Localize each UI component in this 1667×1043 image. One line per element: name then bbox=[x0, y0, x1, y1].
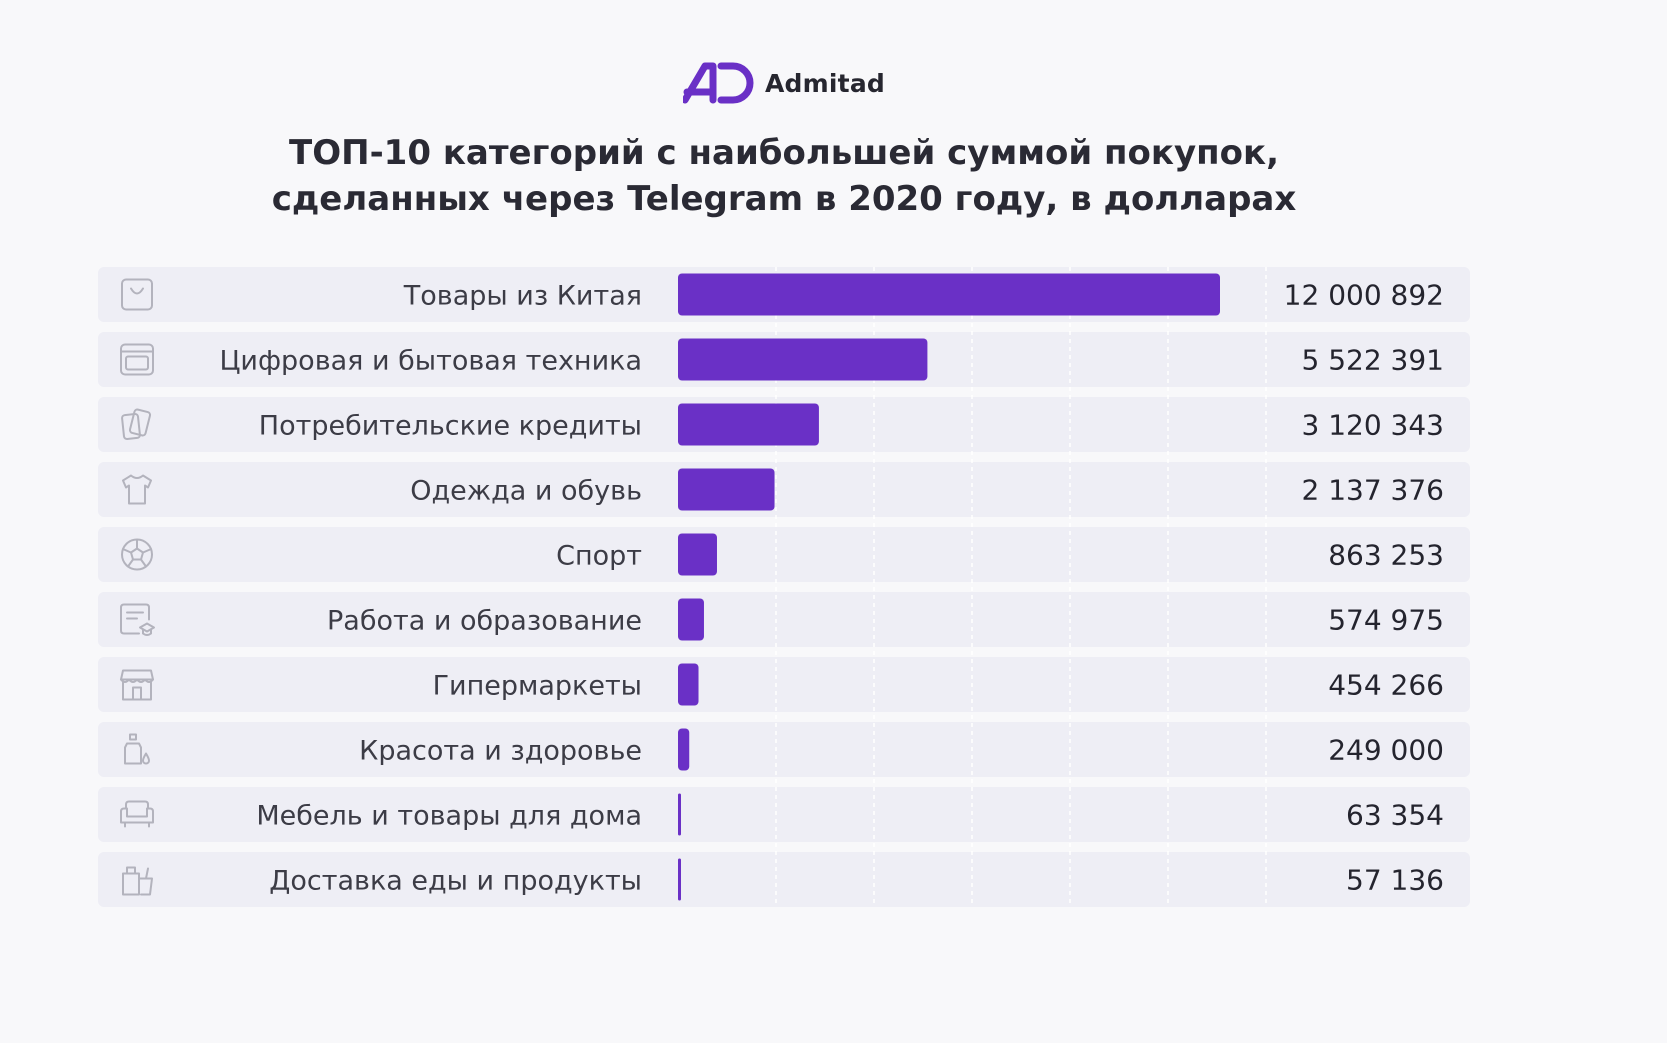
category-label: Спорт bbox=[556, 541, 642, 572]
value-label: 3 120 343 bbox=[1301, 409, 1444, 442]
store-icon bbox=[120, 669, 154, 701]
category-label: Мебель и товары для дома bbox=[256, 801, 642, 832]
row-background bbox=[98, 657, 1470, 712]
chart-title-line-1: ТОП-10 категорий с наибольшей суммой пок… bbox=[289, 133, 1279, 173]
bar bbox=[678, 338, 928, 381]
credit-cards-icon bbox=[121, 408, 152, 440]
admitad-logo-icon bbox=[683, 62, 754, 104]
value-label: 863 253 bbox=[1328, 539, 1444, 572]
category-label: Цифровая и бытовая техника bbox=[219, 346, 642, 377]
education-certificate-icon bbox=[120, 603, 155, 636]
value-label: 12 000 892 bbox=[1284, 279, 1444, 312]
bar bbox=[678, 728, 690, 771]
category-label: Гипермаркеты bbox=[433, 671, 642, 702]
category-label: Одежда и обувь bbox=[410, 476, 642, 507]
bar bbox=[678, 598, 704, 641]
brand-name: Admitad bbox=[765, 68, 885, 98]
row-background bbox=[98, 592, 1470, 647]
bar bbox=[678, 663, 699, 706]
category-label: Красота и здоровье bbox=[359, 736, 642, 767]
bar-chart: Товары из Китая 12 000 892 Цифровая и быто… bbox=[98, 273, 1470, 907]
value-label: 574 975 bbox=[1328, 604, 1444, 637]
chart-title-line-2: сделанных через Telegram в 2020 году, в … bbox=[271, 179, 1297, 219]
value-label: 63 354 bbox=[1346, 799, 1444, 832]
category-label: Работа и образование bbox=[327, 606, 642, 637]
category-label: Товары из Китая bbox=[403, 281, 642, 312]
admitad-logo: Admitad bbox=[683, 62, 885, 104]
bar bbox=[678, 858, 681, 901]
chart-title: ТОП-10 категорий с наибольшей суммой пок… bbox=[0, 130, 1568, 222]
cosmetics-bottle-icon bbox=[124, 733, 150, 765]
value-label: 57 136 bbox=[1346, 864, 1444, 897]
bar bbox=[678, 468, 775, 511]
row-background bbox=[98, 722, 1470, 777]
appliance-icon bbox=[120, 343, 154, 376]
row-background bbox=[98, 787, 1470, 842]
value-label: 249 000 bbox=[1328, 734, 1444, 767]
row-background bbox=[98, 462, 1470, 517]
bar bbox=[678, 793, 681, 836]
t-shirt-icon bbox=[122, 474, 152, 505]
shopping-bag-icon bbox=[121, 278, 153, 311]
bar bbox=[678, 403, 819, 446]
category-label: Потребительские кредиты bbox=[259, 411, 642, 442]
bar bbox=[678, 533, 717, 576]
row-background bbox=[98, 527, 1470, 582]
value-label: 454 266 bbox=[1328, 669, 1444, 702]
value-label: 2 137 376 bbox=[1301, 474, 1444, 507]
food-bag-icon bbox=[122, 866, 153, 896]
sofa-icon bbox=[120, 800, 154, 828]
value-label: 5 522 391 bbox=[1301, 344, 1444, 377]
category-label: Доставка еды и продукты bbox=[269, 866, 642, 897]
row-background bbox=[98, 852, 1470, 907]
soccer-ball-icon bbox=[121, 538, 153, 571]
bar bbox=[678, 273, 1220, 316]
